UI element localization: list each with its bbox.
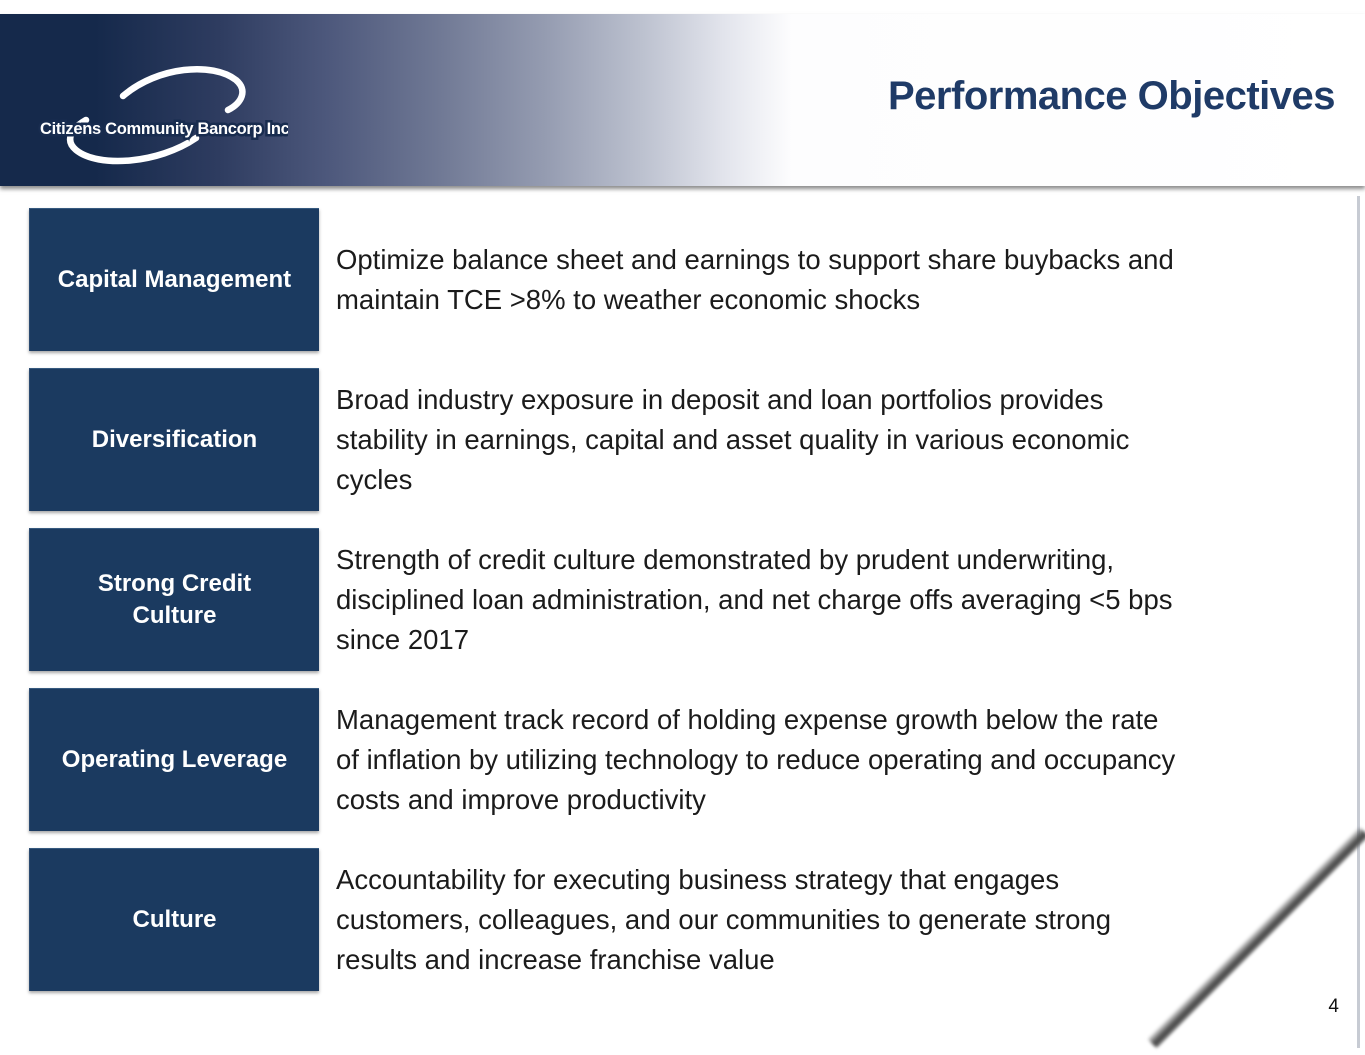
objective-description: Strength of credit culture demonstrated … [336, 543, 1173, 655]
page-title: Performance Objectives [888, 74, 1336, 118]
objective-label-box: Diversification [29, 368, 319, 511]
objective-label-box: Culture [29, 848, 319, 991]
company-logo: Citizens Community Bancorp Inc. [38, 65, 288, 165]
page-number: 4 [1328, 996, 1339, 1017]
objectives-list: Capital Management Optimize balance shee… [29, 208, 1349, 991]
objective-description: Management track record of holding expen… [336, 703, 1176, 815]
objective-row-diversification: Diversification Broad industry exposure … [29, 368, 1349, 511]
objective-row-culture: Culture Accountability for executing bus… [29, 848, 1349, 991]
logo-text: Citizens Community Bancorp Inc. [40, 120, 288, 138]
objective-description: Accountability for executing business st… [336, 863, 1111, 975]
objective-description: Optimize balance sheet and earnings to s… [336, 243, 1174, 315]
objective-label-box: Strong Credit Culture [29, 528, 319, 671]
objective-label-box: Capital Management [29, 208, 319, 351]
orbit-swoosh-icon [66, 65, 246, 165]
header-banner: Citizens Community Bancorp Inc. [0, 14, 1365, 186]
right-edge-divider [1357, 196, 1360, 1048]
objective-row-capital-management: Capital Management Optimize balance shee… [29, 208, 1349, 351]
objective-description: Broad industry exposure in deposit and l… [336, 383, 1130, 495]
objective-label-box: Operating Leverage [29, 688, 319, 831]
objective-row-operating-leverage: Operating Leverage Management track reco… [29, 688, 1349, 831]
objective-row-strong-credit-culture: Strong Credit Culture Strength of credit… [29, 528, 1349, 671]
